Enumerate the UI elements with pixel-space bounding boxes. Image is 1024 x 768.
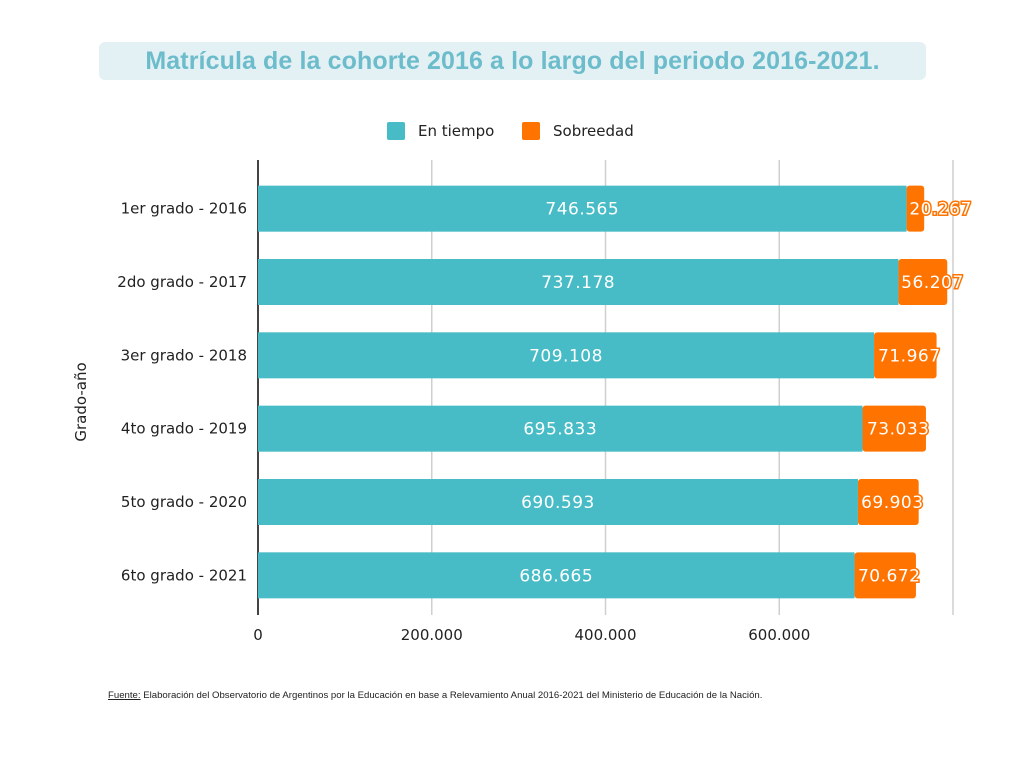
data-label: 709.108 bbox=[529, 346, 603, 366]
bar-sobreedad bbox=[874, 332, 937, 379]
bar-en-tiempo bbox=[258, 405, 863, 452]
category-label: 5to grado - 2020 bbox=[121, 493, 247, 511]
bar-en-tiempo bbox=[258, 332, 875, 379]
category-label: 3er grado - 2018 bbox=[121, 346, 247, 364]
data-label: 69.903 bbox=[861, 493, 923, 513]
x-tick-label: 400.000 bbox=[574, 626, 636, 644]
data-label: 690.593 bbox=[521, 493, 595, 513]
bar-sobreedad bbox=[906, 185, 925, 232]
data-label: 20.267 bbox=[909, 200, 971, 220]
data-label: 56.207 bbox=[901, 273, 963, 293]
bar-sobreedad bbox=[854, 552, 916, 599]
bar-en-tiempo bbox=[258, 259, 899, 305]
bar-sobreedad bbox=[898, 259, 948, 305]
x-tick-label: 600.000 bbox=[748, 626, 810, 644]
bar-en-tiempo bbox=[258, 185, 907, 232]
legend-label: En tiempo bbox=[418, 122, 494, 140]
source-note: Fuente: Elaboración del Observatorio de … bbox=[108, 690, 762, 701]
bar-en-tiempo bbox=[258, 552, 855, 599]
category-label: 4to grado - 2019 bbox=[121, 420, 247, 438]
y-axis-label: Grado-año bbox=[72, 362, 90, 441]
data-label: 70.672 bbox=[858, 566, 920, 586]
category-label: 2do grado - 2017 bbox=[117, 273, 247, 291]
bar-sobreedad bbox=[862, 405, 926, 452]
x-tick-label: 200.000 bbox=[401, 626, 463, 644]
legend-swatch bbox=[387, 122, 405, 140]
legend-label: Sobreedad bbox=[553, 122, 634, 140]
source-label: Fuente: bbox=[108, 690, 141, 701]
source-text: Elaboración del Observatorio de Argentin… bbox=[140, 690, 763, 701]
legend-swatch bbox=[522, 122, 540, 140]
data-label: 686.665 bbox=[519, 566, 593, 586]
category-label: 6to grado - 2021 bbox=[121, 566, 247, 584]
chart-title: Matrícula de la cohorte 2016 a lo largo … bbox=[99, 42, 926, 80]
bar-en-tiempo bbox=[258, 479, 858, 525]
category-label: 1er grado - 2016 bbox=[121, 200, 247, 218]
data-label: 73.033 bbox=[867, 420, 929, 440]
data-label: 71.967 bbox=[878, 346, 940, 366]
data-label: 746.565 bbox=[545, 200, 619, 220]
data-label: 695.833 bbox=[523, 420, 597, 440]
x-tick-label: 0 bbox=[253, 626, 263, 644]
data-label: 737.178 bbox=[541, 273, 615, 293]
bar-sobreedad bbox=[857, 479, 919, 525]
